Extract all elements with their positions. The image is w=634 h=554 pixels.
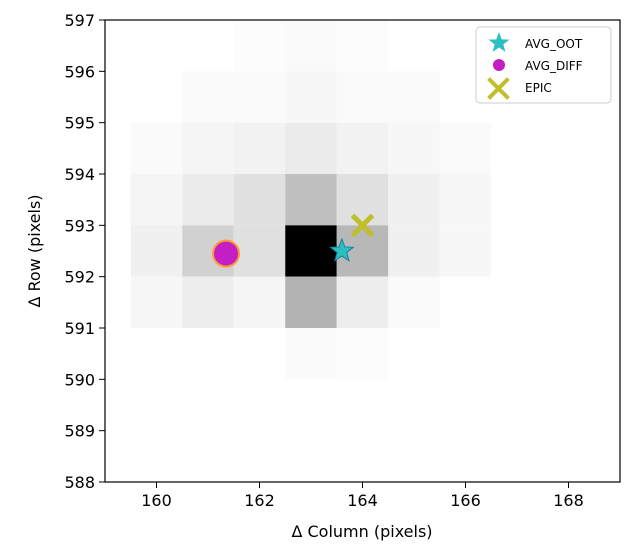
legend: AVG_OOT AVG_DIFF EPIC xyxy=(475,26,612,104)
heatmap-pixel xyxy=(336,71,389,123)
y-tick-label: 596 xyxy=(64,62,95,81)
tick-layer: 160 162 164 166 168 588 589 590 591 592 593 594 595 5… xyxy=(64,11,583,510)
legend-label-epic: EPIC xyxy=(525,81,552,95)
heatmap-pixel xyxy=(233,174,286,226)
heatmap-pixel xyxy=(285,71,337,123)
x-axis-title: Δ Column (pixels) xyxy=(291,522,432,541)
legend-label-avg-diff: AVG_DIFF xyxy=(525,59,583,73)
x-tick-label: 168 xyxy=(553,491,584,510)
heatmap-pixel xyxy=(233,122,286,174)
x-tick-label: 160 xyxy=(141,491,172,510)
heatmap-pixel xyxy=(388,122,440,174)
heatmap-pixel xyxy=(285,225,337,277)
marker-layer xyxy=(212,213,375,268)
x-tick-label: 162 xyxy=(244,491,275,510)
heatmap-pixel xyxy=(182,71,234,123)
legend-star-icon xyxy=(488,32,510,52)
y-tick-label: 591 xyxy=(64,319,95,338)
heatmap-layer xyxy=(130,20,492,380)
y-tick-label: 597 xyxy=(64,11,95,30)
heatmap-pixel xyxy=(233,276,286,328)
heatmap-pixel xyxy=(130,122,183,174)
avg-oot-marker xyxy=(329,237,355,262)
heatmap-pixel xyxy=(336,328,389,380)
heatmap-pixel xyxy=(182,174,234,226)
heatmap-pixel xyxy=(388,71,440,123)
y-axis-title: Δ Row (pixels) xyxy=(25,194,44,307)
y-tick-label: 595 xyxy=(64,114,95,133)
heatmap-pixel xyxy=(336,174,389,226)
heatmap-pixel xyxy=(439,174,492,226)
y-tick-label: 589 xyxy=(64,422,95,441)
y-tick-label: 593 xyxy=(64,216,95,235)
heatmap-pixel xyxy=(388,174,440,226)
legend-box xyxy=(475,26,612,104)
heatmap-pixel xyxy=(285,276,337,328)
legend-label-avg-oot: AVG_OOT xyxy=(525,37,583,51)
heatmap-pixel xyxy=(439,122,492,174)
y-tick-label: 592 xyxy=(64,268,95,287)
y-tick-label: 590 xyxy=(64,370,95,389)
legend-x-icon xyxy=(487,77,510,100)
heatmap-pixel xyxy=(130,225,183,277)
x-tick-label: 164 xyxy=(347,491,378,510)
y-tick-label: 594 xyxy=(64,165,95,184)
heatmap-pixel xyxy=(285,174,337,226)
heatmap-pixel xyxy=(336,122,389,174)
heatmap-pixel xyxy=(233,71,286,123)
heatmap-pixel xyxy=(285,328,337,380)
y-tick-label: 588 xyxy=(64,473,95,492)
heatmap-pixel xyxy=(285,122,337,174)
avg-diff-marker xyxy=(212,239,241,268)
heatmap-pixel xyxy=(130,174,183,226)
heatmap-pixel xyxy=(182,122,234,174)
heatmap-pixel xyxy=(439,225,492,277)
heatmap-pixel xyxy=(233,20,286,72)
heatmap-pixel xyxy=(388,225,440,277)
heatmap-pixel xyxy=(336,276,389,328)
legend-circle-icon xyxy=(493,59,505,71)
heatmap-pixel xyxy=(285,20,337,72)
epic-marker xyxy=(350,213,375,238)
heatmap-pixel xyxy=(182,276,234,328)
heatmap-pixel xyxy=(336,20,389,72)
heatmap-pixel xyxy=(233,225,286,277)
heatmap-pixel xyxy=(388,276,440,328)
x-tick-label: 166 xyxy=(450,491,481,510)
heatmap-pixel xyxy=(130,276,183,328)
